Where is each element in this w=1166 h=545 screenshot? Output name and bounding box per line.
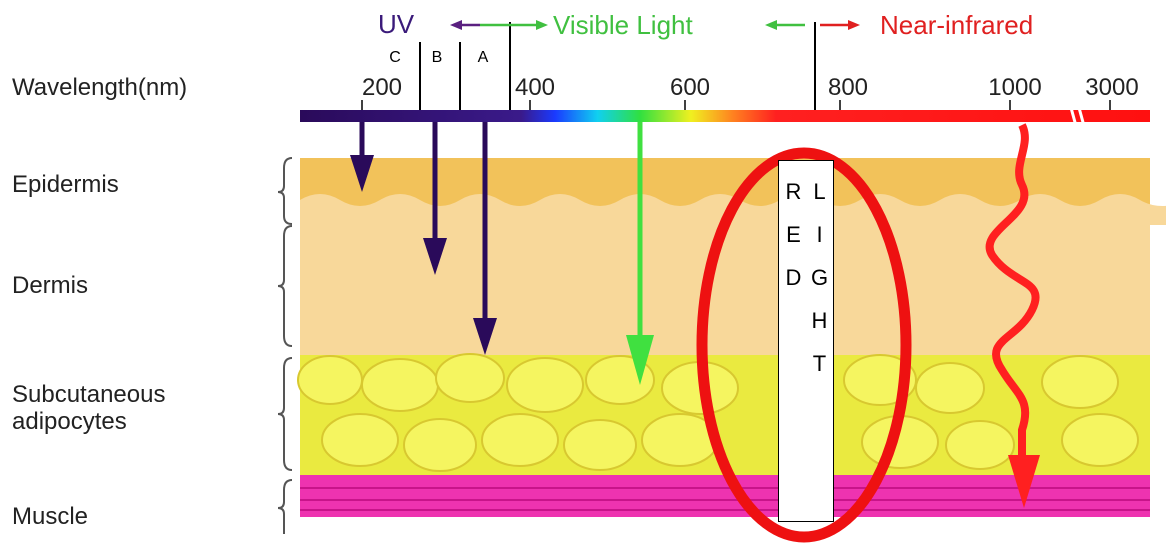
tick-label: 400 (515, 74, 555, 101)
tick-label: 800 (828, 74, 868, 101)
tick-label: 600 (670, 74, 710, 101)
layer-label: Muscle (12, 503, 182, 530)
uv-band: B (432, 49, 443, 66)
uv-band: C (389, 49, 401, 66)
spectrum-bar (300, 110, 1150, 122)
uv-label: UV (378, 9, 415, 39)
layer-label: Subcutaneous adipocytes (12, 381, 182, 435)
tick-label: 200 (362, 74, 402, 101)
wavelength-label: Wavelength(nm) (12, 74, 187, 101)
brackets (278, 158, 292, 534)
layer-label: Epidermis (12, 171, 182, 198)
tick-marks (362, 100, 1110, 110)
visible-label: Visible Light (553, 10, 694, 40)
tick-label: 3000 (1085, 74, 1138, 101)
tick-label: 1000 (988, 74, 1041, 101)
page: UV Visible Light Near-infrared C B A Wav… (0, 0, 1166, 545)
wavelength-ticks: 200 400 600 800 1000 3000 (362, 74, 1139, 101)
uv-band: A (478, 49, 489, 66)
callout-box: RED LIGHT (778, 160, 834, 522)
callout-text: RED LIGHT (780, 161, 832, 521)
layer-label: Dermis (12, 272, 182, 299)
nir-label: Near-infrared (880, 10, 1033, 40)
